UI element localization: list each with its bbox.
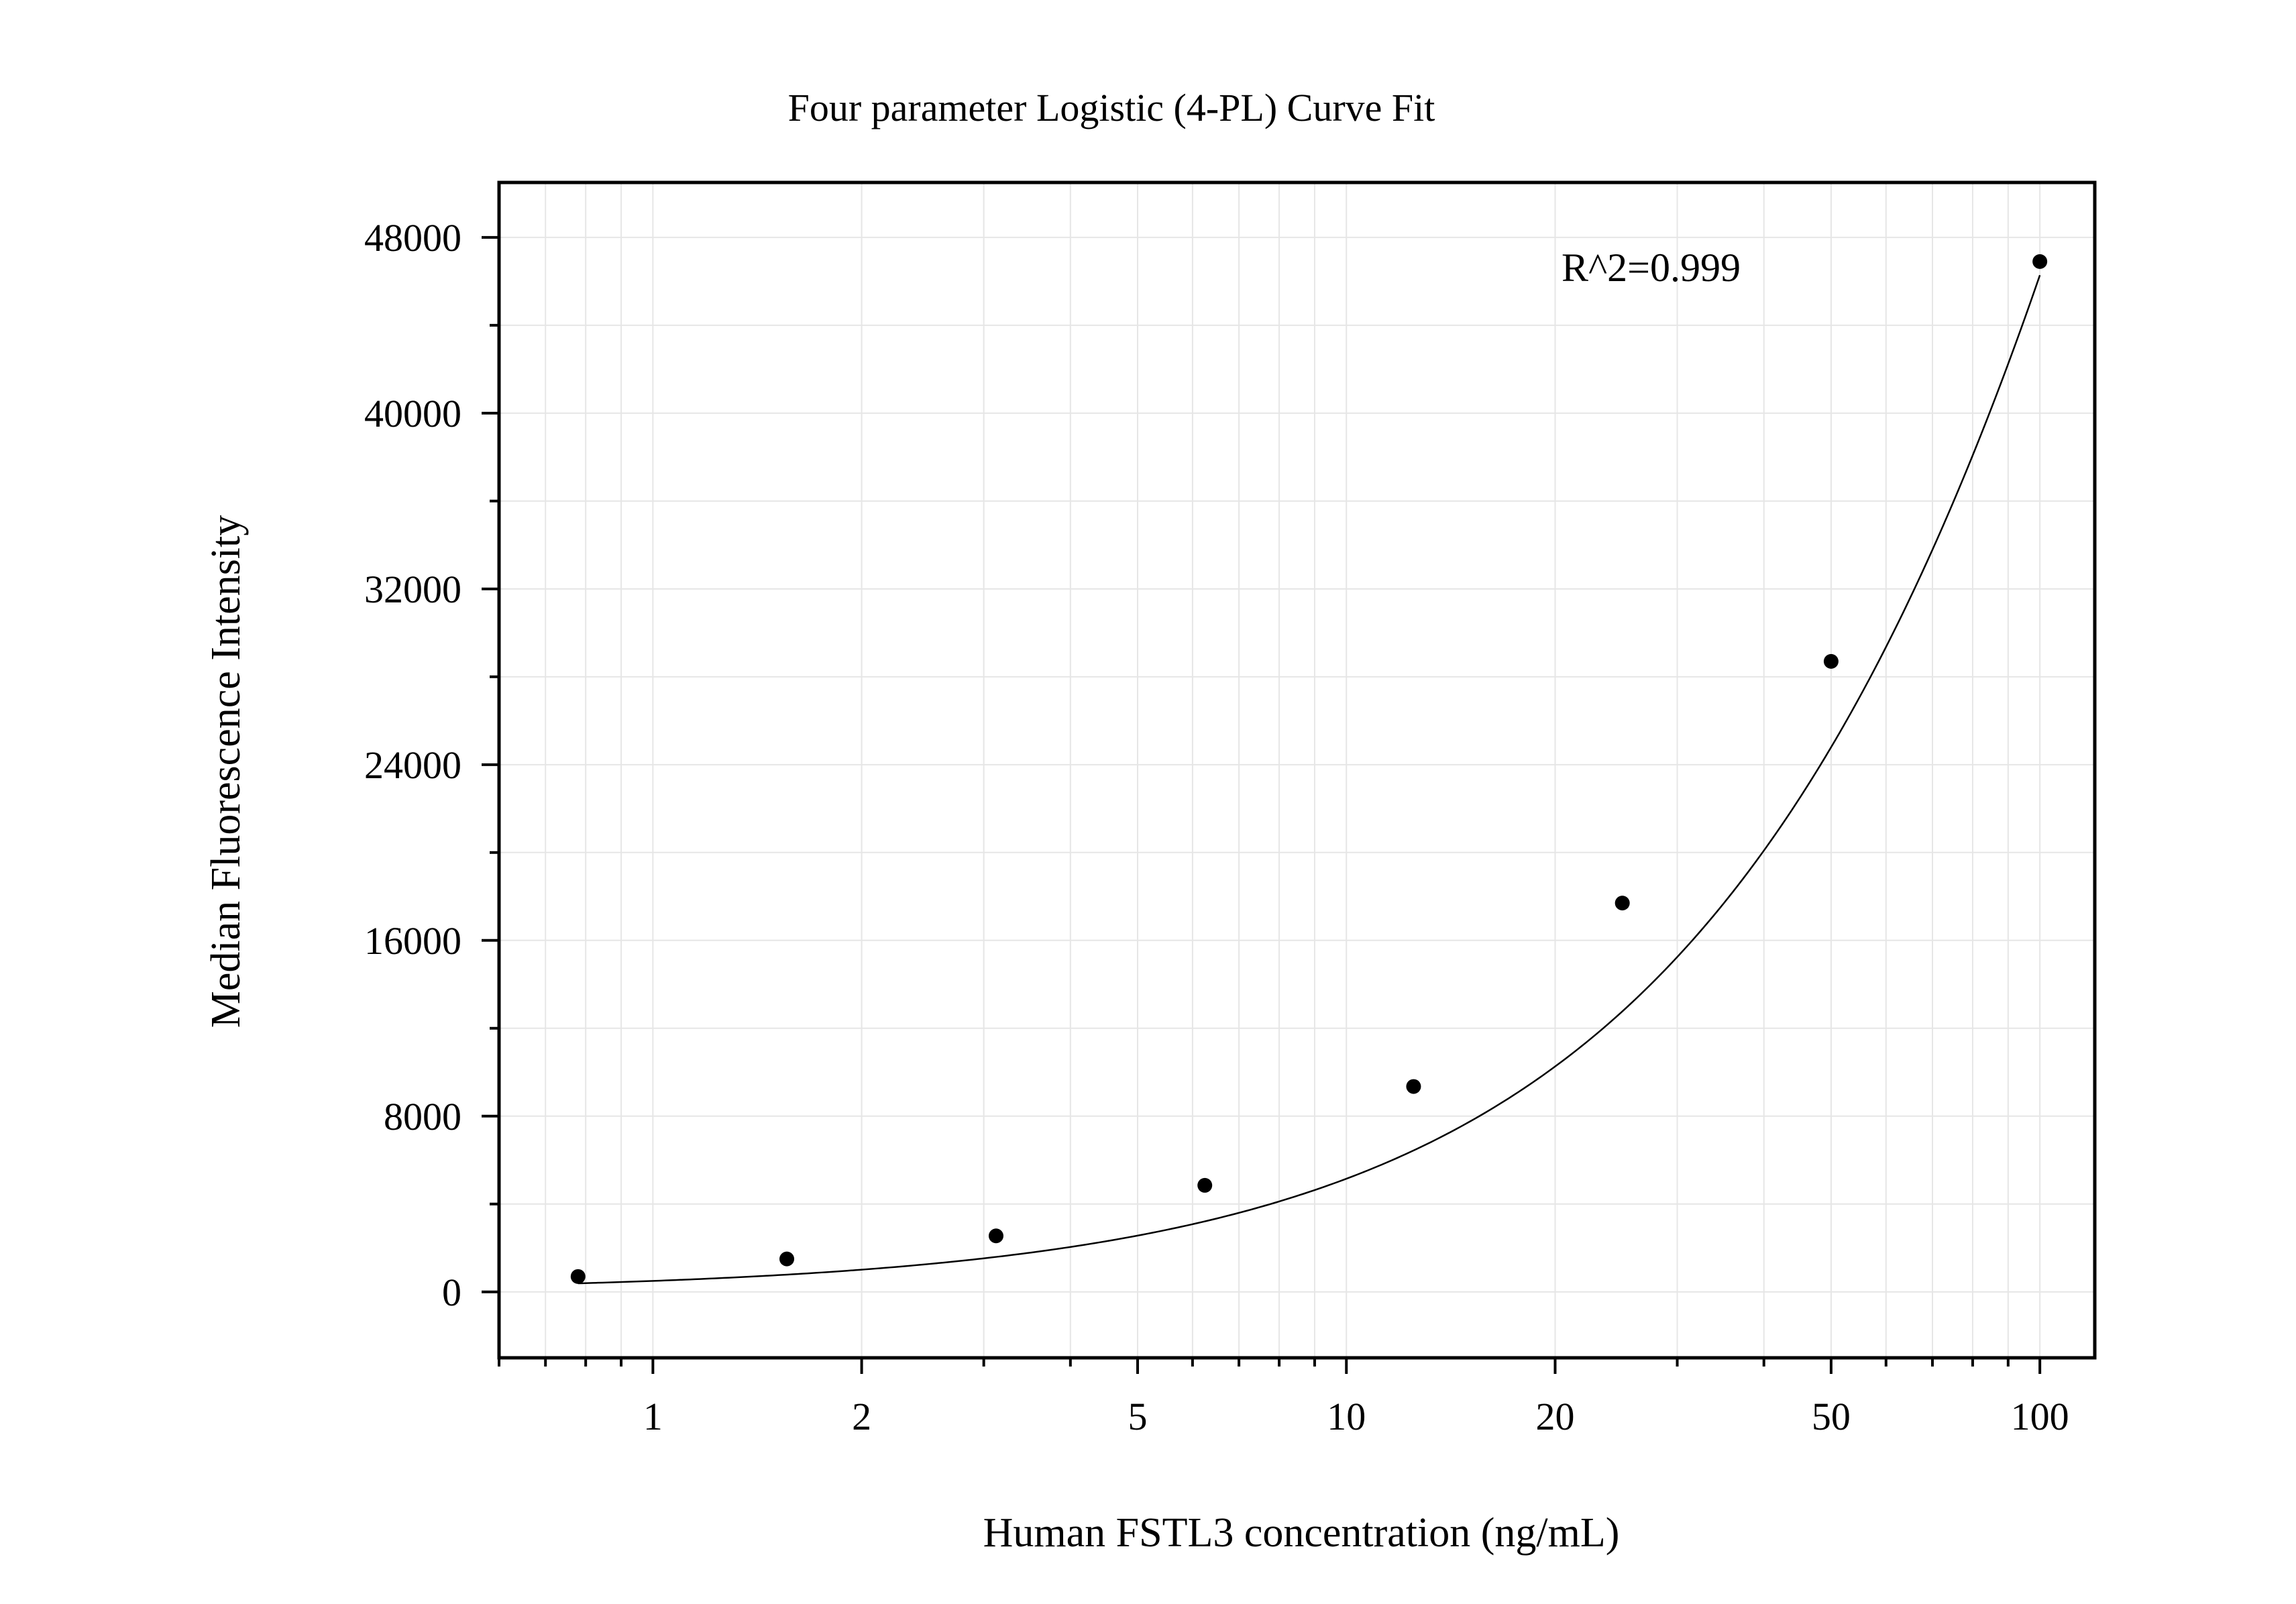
- x-tick-label: 1: [643, 1395, 663, 1438]
- r-squared-annotation: R^2=0.999: [1562, 246, 1741, 290]
- y-tick-label: 32000: [364, 568, 461, 611]
- data-point: [1823, 653, 1839, 669]
- x-tick-label: 5: [1128, 1395, 1148, 1438]
- data-point: [1197, 1177, 1213, 1193]
- plot-frame: [497, 180, 2097, 1360]
- data-points-layer: [570, 254, 2048, 1284]
- y-axis-label: Median Fluorescence Intensity: [203, 515, 249, 1028]
- y-tick-label: 16000: [364, 919, 461, 963]
- data-point: [779, 1251, 795, 1267]
- x-tick-label: 10: [1327, 1395, 1366, 1438]
- y-tick-label: 40000: [364, 392, 461, 435]
- x-tick-label: 100: [2011, 1395, 2069, 1438]
- data-point: [2032, 254, 2048, 269]
- y-tick-label: 0: [442, 1271, 461, 1314]
- data-point: [988, 1228, 1003, 1244]
- data-point: [1615, 896, 1630, 911]
- y-tick-label: 48000: [364, 216, 461, 260]
- y-tick-label: 24000: [364, 743, 461, 787]
- chart-title: Four parameter Logistic (4-PL) Curve Fit: [788, 86, 1435, 129]
- y-tick-label: 8000: [384, 1095, 461, 1138]
- x-axis-label: Human FSTL3 concentration (ng/mL): [983, 1510, 1620, 1556]
- fit-curve-layer: [578, 274, 2041, 1285]
- x-tick-label: 20: [1535, 1395, 1574, 1438]
- x-tick-label: 2: [852, 1395, 871, 1438]
- axis-tick-labels: 1 2 5 10 20 50 100 0 8000 16000 24000 32000 40000 480…: [364, 216, 2069, 1438]
- data-point: [570, 1269, 586, 1284]
- fit-curve-line: [578, 274, 2041, 1285]
- data-point: [1406, 1079, 1421, 1094]
- x-tick-label: 50: [1812, 1395, 1851, 1438]
